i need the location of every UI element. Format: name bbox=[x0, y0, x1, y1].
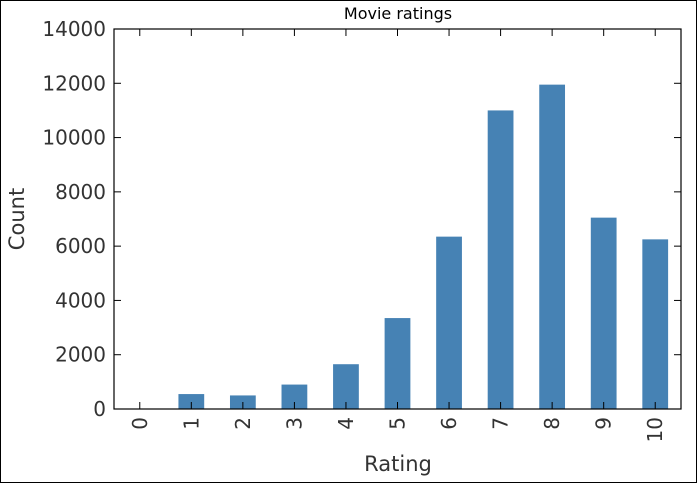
x-tick-label-9: 9 bbox=[592, 417, 616, 430]
bar-6 bbox=[436, 236, 462, 409]
x-tick-label-0: 0 bbox=[128, 417, 152, 430]
y-tick-label-6000: 6000 bbox=[55, 234, 106, 258]
y-tick-label-14000: 14000 bbox=[42, 17, 106, 41]
plot-layer: 0 2000 4000 6000 8000 10000 12000 14000 0 1 2 3 4 5 6 7… bbox=[42, 17, 682, 442]
bar-7 bbox=[487, 110, 514, 410]
x-axis-label: Rating bbox=[364, 452, 432, 476]
bar-10 bbox=[642, 239, 669, 409]
plot-area-frame bbox=[113, 28, 682, 410]
bar-4 bbox=[333, 364, 359, 409]
x-tick-label-4: 4 bbox=[334, 417, 358, 430]
x-tick-label-10: 10 bbox=[643, 417, 667, 442]
bar-8 bbox=[539, 84, 566, 409]
y-tick-label-2000: 2000 bbox=[55, 343, 106, 367]
x-tick-label-7: 7 bbox=[489, 417, 513, 430]
bar-9 bbox=[590, 217, 617, 409]
x-tick-label-5: 5 bbox=[386, 417, 410, 430]
x-tick-label-3: 3 bbox=[282, 417, 306, 430]
x-tick-label-2: 2 bbox=[231, 417, 255, 430]
y-tick-label-4000: 4000 bbox=[55, 288, 106, 312]
y-tick-label-12000: 12000 bbox=[42, 71, 106, 95]
bar-1 bbox=[178, 394, 205, 409]
bar-5 bbox=[384, 318, 411, 409]
y-tick-label-0: 0 bbox=[93, 397, 106, 421]
x-tick-label-1: 1 bbox=[179, 417, 203, 430]
y-tick-label-8000: 8000 bbox=[55, 180, 106, 204]
y-axis-label: Count bbox=[5, 188, 29, 250]
x-tick-label-8: 8 bbox=[540, 417, 564, 430]
chart-title: Movie ratings bbox=[344, 4, 452, 23]
x-tick-label-6: 6 bbox=[437, 417, 461, 430]
y-tick-label-10000: 10000 bbox=[42, 126, 106, 150]
